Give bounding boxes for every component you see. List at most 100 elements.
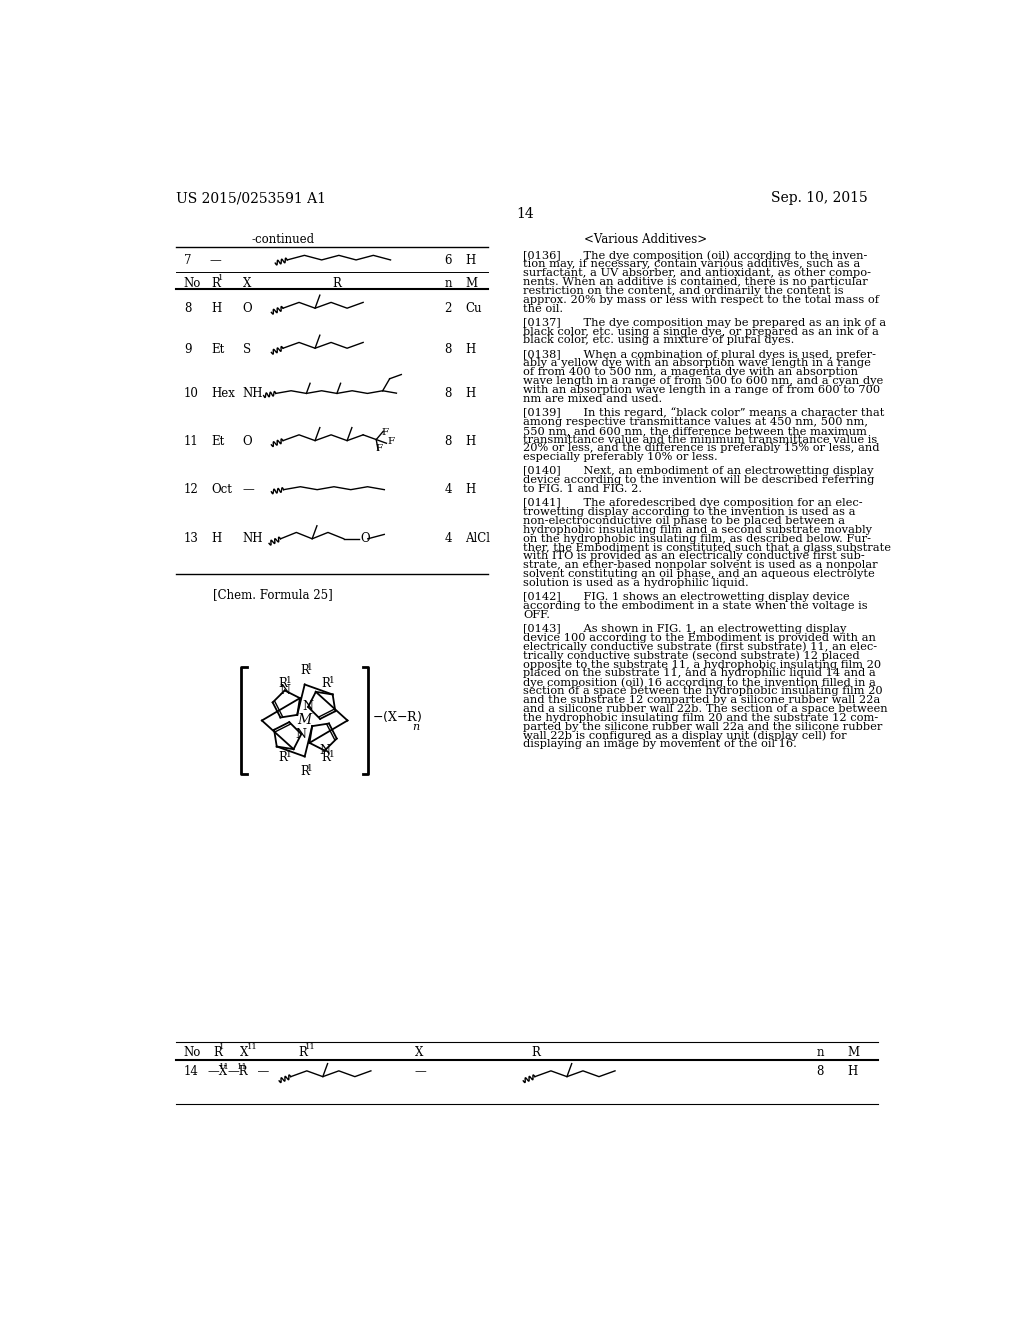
Text: —X: —X — [208, 1065, 228, 1078]
Text: black color, etc. using a mixture of plural dyes.: black color, etc. using a mixture of plu… — [523, 335, 795, 346]
Text: 1: 1 — [329, 676, 335, 685]
Text: restriction on the content, and ordinarily the content is: restriction on the content, and ordinari… — [523, 286, 844, 296]
Text: especially preferably 10% or less.: especially preferably 10% or less. — [523, 453, 718, 462]
Text: 20% or less, and the difference is preferably 15% or less, and: 20% or less, and the difference is prefe… — [523, 444, 880, 454]
Text: device according to the invention will be described referring: device according to the invention will b… — [523, 475, 874, 486]
Text: 1: 1 — [219, 1043, 225, 1051]
Text: 1: 1 — [307, 663, 313, 672]
Text: H: H — [465, 483, 475, 496]
Text: N: N — [296, 727, 307, 741]
Text: N: N — [319, 744, 330, 758]
Text: 10: 10 — [183, 387, 199, 400]
Text: $-($X$-$R$)$: $-($X$-$R$)$ — [372, 709, 422, 725]
Text: 13: 13 — [183, 532, 199, 545]
Text: H: H — [465, 255, 475, 268]
Text: H: H — [847, 1065, 857, 1078]
Text: according to the embodiment in a state when the voltage is: according to the embodiment in a state w… — [523, 601, 868, 611]
Text: 8: 8 — [444, 343, 452, 356]
Text: the hydrophobic insulating film 20 and the substrate 12 com-: the hydrophobic insulating film 20 and t… — [523, 713, 879, 722]
Text: and the substrate 12 comparted by a silicone rubber wall 22a: and the substrate 12 comparted by a sili… — [523, 694, 881, 705]
Text: wall 22b is configured as a display unit (display cell) for: wall 22b is configured as a display unit… — [523, 730, 847, 741]
Text: F: F — [387, 437, 394, 446]
Text: trically conductive substrate (second substrate) 12 placed: trically conductive substrate (second su… — [523, 651, 860, 661]
Text: —: — — [415, 1065, 427, 1078]
Text: 4: 4 — [444, 483, 452, 496]
Text: 11: 11 — [247, 1043, 257, 1051]
Text: M: M — [298, 714, 312, 727]
Text: 8: 8 — [444, 387, 452, 400]
Text: H: H — [212, 302, 222, 315]
Text: [0139]  In this regard, “black color” means a character that: [0139] In this regard, “black color” mea… — [523, 408, 885, 418]
Text: —R: —R — [227, 1065, 248, 1078]
Text: X: X — [241, 1045, 249, 1059]
Text: opposite to the substrate 11, a hydrophobic insulating film 20: opposite to the substrate 11, a hydropho… — [523, 660, 882, 669]
Text: 1: 1 — [286, 676, 292, 685]
Text: hydrophobic insulating film and a second substrate movably: hydrophobic insulating film and a second… — [523, 525, 872, 535]
Text: 12: 12 — [183, 483, 199, 496]
Text: n: n — [816, 1045, 823, 1059]
Text: non-electroconductive oil phase to be placed between a: non-electroconductive oil phase to be pl… — [523, 516, 845, 527]
Text: R: R — [531, 1045, 540, 1059]
Text: section of a space between the hydrophobic insulating film 20: section of a space between the hydrophob… — [523, 686, 883, 696]
Text: [0138]  When a combination of plural dyes is used, prefer-: [0138] When a combination of plural dyes… — [523, 350, 877, 359]
Text: [0140]  Next, an embodiment of an electrowetting display: [0140] Next, an embodiment of an electro… — [523, 466, 873, 477]
Text: [0141]  The aforedescribed dye composition for an elec-: [0141] The aforedescribed dye compositio… — [523, 499, 863, 508]
Text: 1: 1 — [329, 750, 335, 759]
Text: R: R — [279, 677, 288, 689]
Text: AlCl: AlCl — [465, 532, 490, 545]
Text: 11: 11 — [183, 436, 199, 449]
Text: device 100 according to the Embodiment is provided with an: device 100 according to the Embodiment i… — [523, 634, 877, 643]
Text: 1: 1 — [218, 275, 223, 282]
Text: Hex: Hex — [212, 387, 236, 400]
Text: Oct: Oct — [212, 483, 232, 496]
Text: 9: 9 — [183, 343, 191, 356]
Text: 7: 7 — [183, 255, 191, 268]
Text: 550 nm, and 600 nm, the difference between the maximum: 550 nm, and 600 nm, the difference betwe… — [523, 426, 867, 436]
Text: electrically conductive substrate (first substrate) 11, an elec-: electrically conductive substrate (first… — [523, 642, 878, 652]
Text: strate, an ether-based nonpolar solvent is used as a nonpolar: strate, an ether-based nonpolar solvent … — [523, 561, 878, 570]
Text: the oil.: the oil. — [523, 304, 563, 314]
Text: <Various Additives>: <Various Additives> — [584, 232, 708, 246]
Text: M: M — [465, 277, 477, 289]
Text: displaying an image by movement of the oil 16.: displaying an image by movement of the o… — [523, 739, 797, 750]
Text: R: R — [213, 1045, 222, 1059]
Text: O: O — [360, 532, 370, 545]
Text: F: F — [382, 429, 389, 437]
Text: X: X — [415, 1045, 423, 1059]
Text: O: O — [243, 302, 252, 315]
Text: trowetting display according to the invention is used as a: trowetting display according to the inve… — [523, 507, 856, 517]
Text: 11: 11 — [219, 1063, 229, 1071]
Text: among respective transmittance values at 450 nm, 500 nm,: among respective transmittance values at… — [523, 417, 868, 426]
Text: [Chem. Formula 25]: [Chem. Formula 25] — [213, 589, 333, 602]
Text: H: H — [465, 387, 475, 400]
Text: R: R — [322, 751, 331, 764]
Text: R: R — [279, 751, 288, 764]
Text: Et: Et — [212, 436, 225, 449]
Text: black color, etc. using a single dye, or prepared as an ink of a: black color, etc. using a single dye, or… — [523, 326, 880, 337]
Text: [0142]  FIG. 1 shows an electrowetting display device: [0142] FIG. 1 shows an electrowetting di… — [523, 593, 850, 602]
Text: surfactant, a UV absorber, and antioxidant, as other compo-: surfactant, a UV absorber, and antioxida… — [523, 268, 871, 279]
Text: —: — — [251, 1065, 269, 1078]
Text: R: R — [299, 1045, 307, 1059]
Text: R: R — [322, 677, 331, 689]
Text: solvent constituting an oil phase, and an aqueous electrolyte: solvent constituting an oil phase, and a… — [523, 569, 874, 579]
Text: —: — — [243, 483, 254, 496]
Text: No: No — [183, 277, 201, 289]
Text: 14: 14 — [516, 207, 534, 220]
Text: approx. 20% by mass or less with respect to the total mass of: approx. 20% by mass or less with respect… — [523, 294, 880, 305]
Text: with ITO is provided as an electrically conductive first sub-: with ITO is provided as an electrically … — [523, 552, 865, 561]
Text: to FIG. 1 and FIG. 2.: to FIG. 1 and FIG. 2. — [523, 484, 642, 494]
Text: N: N — [280, 684, 290, 697]
Text: of from 400 to 500 nm, a magenta dye with an absorption: of from 400 to 500 nm, a magenta dye wit… — [523, 367, 858, 378]
Text: transmittance value and the minimum transmittance value is: transmittance value and the minimum tran… — [523, 434, 878, 445]
Text: -continued: -continued — [252, 232, 314, 246]
Text: Et: Et — [212, 343, 225, 356]
Text: solution is used as a hydrophilic liquid.: solution is used as a hydrophilic liquid… — [523, 578, 749, 587]
Text: NH: NH — [243, 532, 263, 545]
Text: NH: NH — [243, 387, 263, 400]
Text: [0137]  The dye composition may be prepared as an ink of a: [0137] The dye composition may be prepar… — [523, 318, 887, 327]
Text: H: H — [465, 436, 475, 449]
Text: OFF.: OFF. — [523, 610, 550, 620]
Text: 4: 4 — [444, 532, 452, 545]
Text: 1: 1 — [307, 764, 313, 774]
